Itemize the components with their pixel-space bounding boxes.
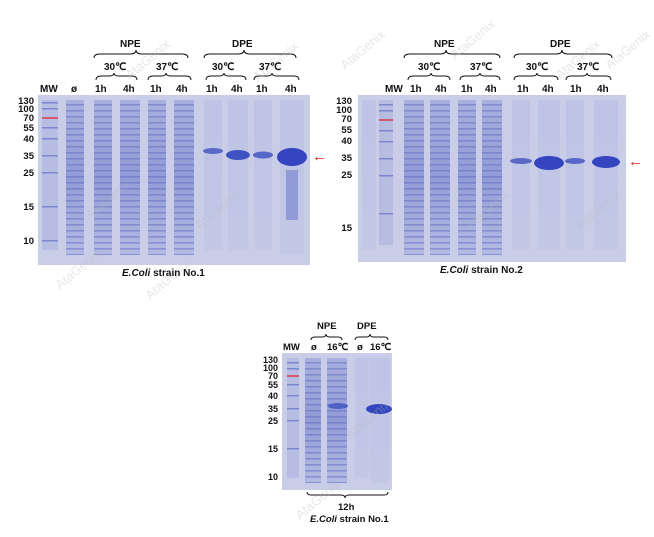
mw-marker: 130: [262, 355, 278, 365]
gel-panel-3: [282, 353, 392, 490]
lane-label: 4h: [597, 84, 609, 95]
svg-text:AtaGenix: AtaGenix: [337, 26, 388, 72]
group-label-npe: NPE: [317, 321, 337, 332]
mw-marker: 55: [267, 380, 278, 390]
group-label-npe: NPE: [434, 39, 455, 50]
caption-panel-1: E.Coli strain No.1: [122, 268, 205, 279]
caption-panel-2: E.Coli strain No.2: [440, 265, 523, 276]
lane-label: 16℃: [370, 342, 392, 353]
mw-marker: 25: [23, 168, 34, 179]
gel-panel-2: [358, 95, 626, 262]
mw-ladder-2: [379, 100, 393, 245]
mw-marker: 15: [267, 444, 278, 454]
group-label-dpe: DPE: [550, 39, 571, 50]
temp-label: 30℃: [526, 62, 549, 73]
group-label-dpe: DPE: [232, 39, 253, 50]
mw-marker: 10: [267, 472, 278, 482]
lane-label-mw: MW: [40, 84, 58, 95]
mw-marker: 55: [341, 125, 352, 136]
mw-marker: 130: [18, 96, 34, 107]
lane-label: 4h: [542, 84, 554, 95]
mw-marker: 100: [336, 105, 352, 116]
temp-label: 30℃: [418, 62, 441, 73]
lane-label: 1h: [517, 84, 529, 95]
temp-label: 30℃: [212, 62, 235, 73]
gel-panel-1: [38, 95, 310, 265]
mw-marker: 10: [23, 236, 34, 247]
lane-label: 4h: [231, 84, 243, 95]
temp-label: 37℃: [577, 62, 600, 73]
brackets-3: [306, 333, 389, 499]
mw-ladder-1: [42, 100, 58, 250]
brackets-1: [93, 49, 300, 81]
lane-label: 4h: [176, 84, 188, 95]
lane-label-mw: MW: [385, 84, 403, 95]
temp-label: 30℃: [104, 62, 127, 73]
mw-marker: 40: [341, 136, 352, 147]
mw-marker: 15: [23, 202, 34, 213]
mw-marker: 100: [262, 363, 278, 373]
group-label-dpe: DPE: [357, 321, 377, 332]
arrow-icon: ←: [628, 153, 643, 170]
svg-text:AtaGenix: AtaGenix: [602, 26, 653, 72]
mw-marker: 25: [341, 170, 352, 181]
brackets-2: [403, 49, 613, 81]
group-label-npe: NPE: [120, 39, 141, 50]
mw-marker: 35: [267, 404, 278, 414]
mw-marker: 70: [341, 114, 352, 125]
lane-label: ø: [71, 84, 78, 95]
mw-marker: 100: [18, 104, 34, 115]
lane-label: 1h: [461, 84, 473, 95]
mw-marker: 35: [341, 153, 352, 164]
arrow-icon: ←: [312, 148, 327, 165]
mw-marker: 70: [23, 113, 34, 124]
temp-label: 37℃: [259, 62, 282, 73]
lane-label-mw: MW: [283, 342, 300, 353]
lane-label: 1h: [206, 84, 218, 95]
lane-label: 1h: [95, 84, 107, 95]
lane-label: 1h: [570, 84, 582, 95]
lane-label: 1h: [150, 84, 162, 95]
temp-label: 37℃: [156, 62, 179, 73]
lane-label: ø: [357, 342, 363, 353]
lane-label: 4h: [285, 84, 297, 95]
time-label: 12h: [338, 502, 355, 513]
lane-label: 16℃: [327, 342, 349, 353]
mw-marker: 35: [23, 151, 34, 162]
mw-marker: 40: [267, 391, 278, 401]
mw-marker: 130: [336, 96, 352, 107]
lane-label: ø: [311, 342, 317, 353]
mw-marker: 25: [267, 416, 278, 426]
lane-label: 4h: [123, 84, 135, 95]
mw-marker: 40: [23, 134, 34, 145]
mw-marker: 70: [267, 371, 278, 381]
mw-marker: 15: [341, 223, 352, 234]
lane-label: 4h: [435, 84, 447, 95]
lane-label: 1h: [256, 84, 268, 95]
temp-label: 37℃: [470, 62, 493, 73]
mw-marker: 55: [23, 123, 34, 134]
caption-panel-3: E.Coli strain No.1: [310, 514, 389, 525]
lane-label: 1h: [410, 84, 422, 95]
mw-ladder-3: [287, 358, 299, 478]
lane-label: 4h: [485, 84, 497, 95]
